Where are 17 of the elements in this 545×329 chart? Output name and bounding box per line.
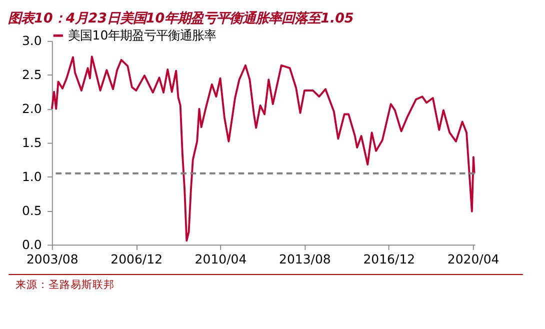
- x-tick-label: 2016/12: [363, 251, 416, 266]
- y-tick-label: 2.5: [22, 67, 42, 82]
- chart-title: 图表10：4月23日美国10年期盈亏平衡通胀率回落至1.05: [8, 10, 354, 27]
- y-tick-label: 1.5: [22, 135, 42, 150]
- x-tick-label: 2003/08: [26, 251, 78, 266]
- source-note: 来源：圣路易斯联邦: [15, 278, 114, 291]
- y-tick-label: 1.0: [22, 169, 42, 184]
- y-tick-label: 3.0: [22, 33, 42, 48]
- x-tick-label: 2010/04: [194, 251, 247, 266]
- series-label: 美国10年期盈亏平衡通胀率: [68, 27, 216, 42]
- x-tick-label: 2013/08: [279, 251, 331, 266]
- x-tick-label: 2020/04: [447, 251, 500, 266]
- line-series: [50, 56, 476, 242]
- x-tick-label: 2006/12: [110, 251, 163, 266]
- y-tick-label: 0.5: [22, 203, 42, 218]
- y-tick-label: 2.0: [22, 101, 42, 116]
- y-tick-label: 0.0: [22, 237, 42, 252]
